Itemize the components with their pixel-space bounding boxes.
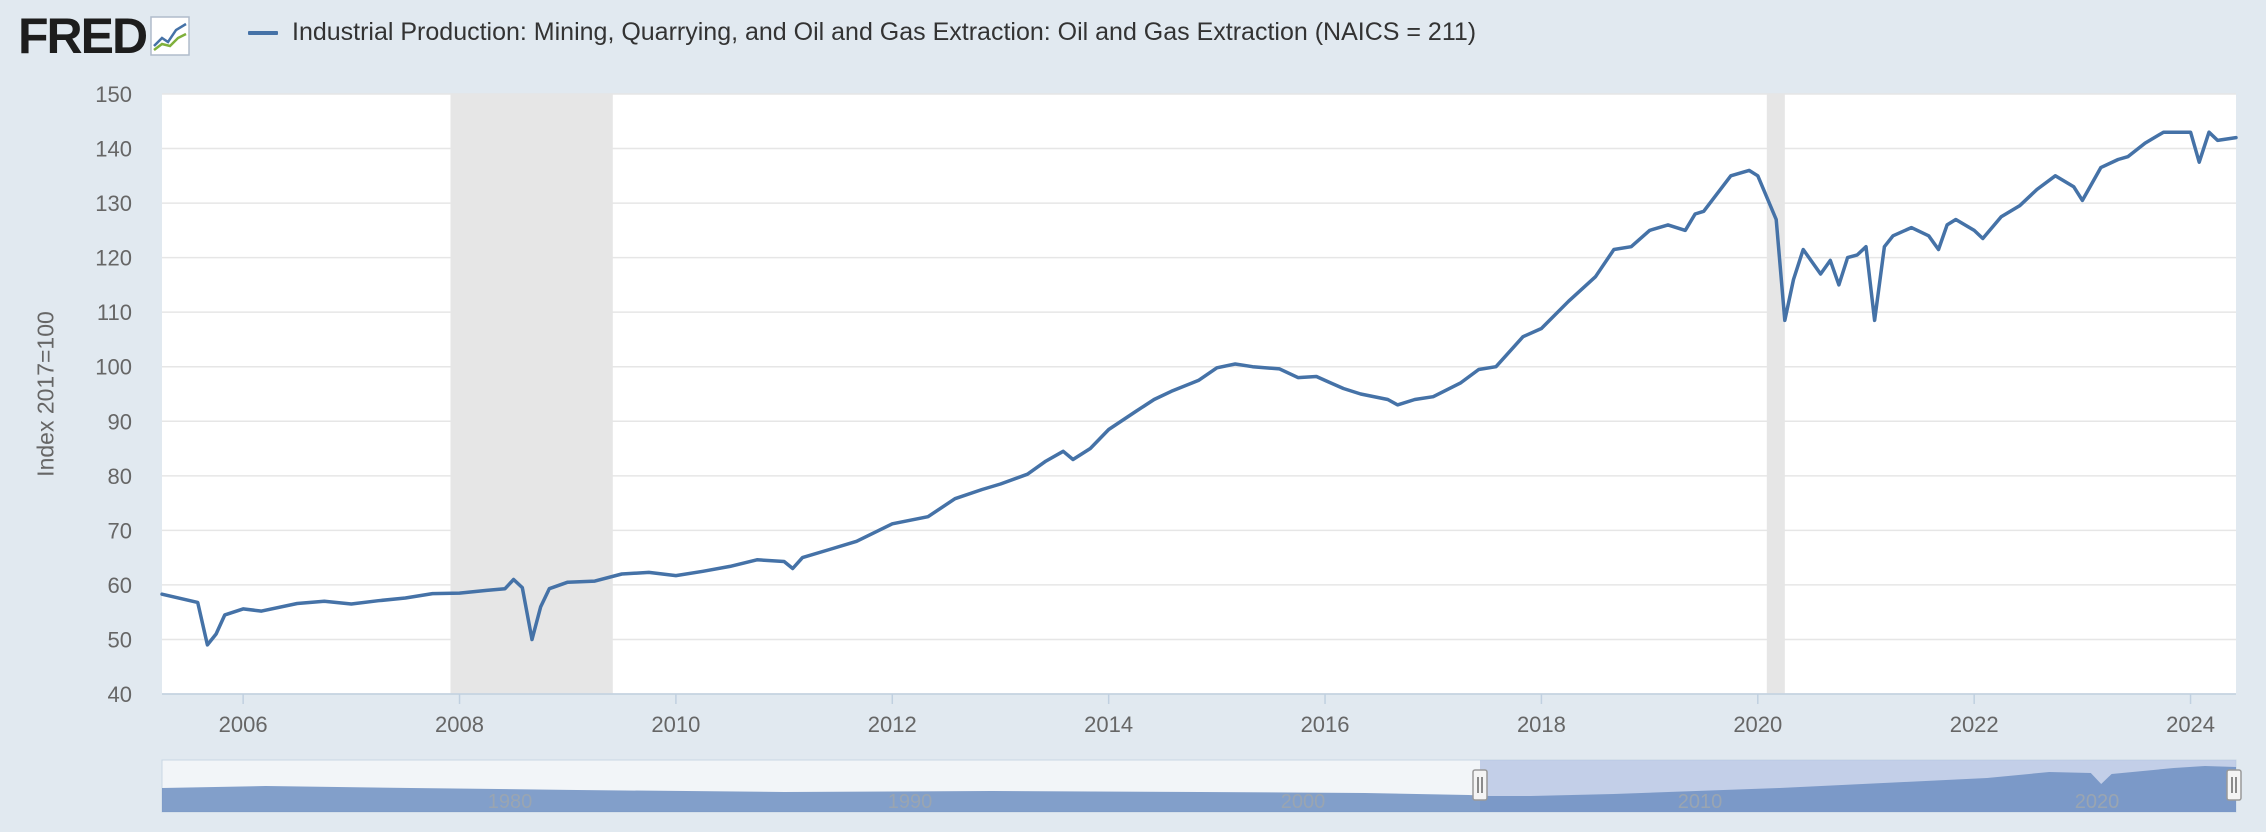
y-tick-label: 60 bbox=[108, 573, 132, 598]
x-tick-label: 2022 bbox=[1950, 712, 1999, 737]
x-tick-label: 2024 bbox=[2166, 712, 2215, 737]
y-tick-label: 140 bbox=[95, 137, 132, 162]
y-tick-label: 50 bbox=[108, 627, 132, 652]
fred-logo-text: FRED bbox=[18, 8, 148, 64]
y-tick-label: 130 bbox=[95, 191, 132, 216]
fred-logo[interactable]: FRED bbox=[18, 8, 190, 64]
y-tick-label: 100 bbox=[95, 355, 132, 380]
legend-swatch bbox=[248, 30, 278, 35]
x-tick-label: 2016 bbox=[1301, 712, 1350, 737]
x-tick-label: 2010 bbox=[651, 712, 700, 737]
y-tick-label: 40 bbox=[108, 682, 132, 707]
y-tick-label: 150 bbox=[95, 82, 132, 107]
y-tick-label: 90 bbox=[108, 409, 132, 434]
x-tick-label: 2012 bbox=[868, 712, 917, 737]
legend-series-label: Industrial Production: Mining, Quarrying… bbox=[292, 18, 1477, 46]
x-tick-label: 2018 bbox=[1517, 712, 1566, 737]
drag-handle-icon[interactable] bbox=[2226, 769, 2242, 801]
navigator-label: 1990 bbox=[888, 791, 933, 813]
y-tick-label: 120 bbox=[95, 246, 132, 271]
x-tick-label: 2014 bbox=[1084, 712, 1133, 737]
navigator-label: 1980 bbox=[488, 791, 533, 813]
chart-line-icon bbox=[150, 16, 190, 56]
recession-band bbox=[450, 94, 613, 694]
x-tick-label: 2008 bbox=[435, 712, 484, 737]
y-tick-label: 80 bbox=[108, 464, 132, 489]
drag-handle-icon[interactable] bbox=[1472, 769, 1488, 801]
x-tick-label: 2006 bbox=[219, 712, 268, 737]
navigator-label: 2010 bbox=[1678, 791, 1723, 813]
navigator-overview-area bbox=[162, 766, 2236, 812]
recession-band bbox=[1766, 94, 1785, 694]
y-tick-label: 70 bbox=[108, 518, 132, 543]
navigator-label: 2000 bbox=[1281, 791, 1326, 813]
chart-header: FRED Industrial Production: Mining, Quar… bbox=[0, 0, 2266, 72]
series-line[interactable] bbox=[160, 130, 2238, 647]
y-tick-label: 110 bbox=[97, 300, 132, 325]
navigator-label: 2020 bbox=[2075, 791, 2120, 813]
chart-legend[interactable]: Industrial Production: Mining, Quarrying… bbox=[248, 18, 1476, 47]
x-tick-label: 2020 bbox=[1733, 712, 1782, 737]
